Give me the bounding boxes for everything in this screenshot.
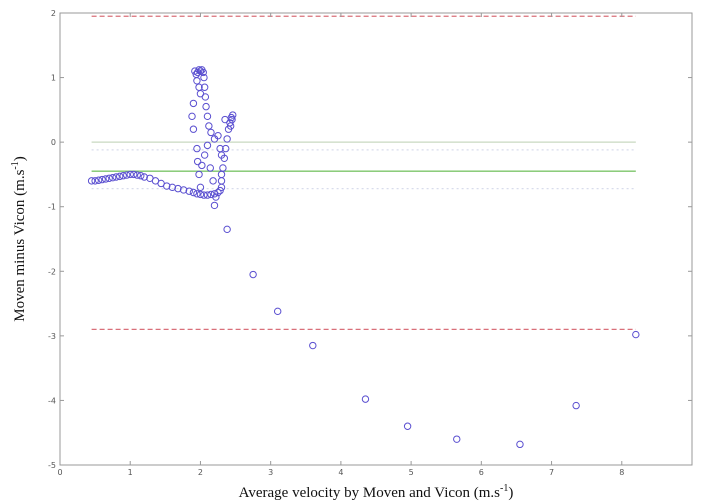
data-point (361, 395, 370, 403)
data-point (119, 172, 127, 180)
data-point (168, 183, 177, 192)
y-axis-title-main: Moven minus Vicon (m.s (12, 169, 28, 321)
data-point (163, 182, 171, 190)
data-point (223, 225, 231, 234)
data-point (115, 172, 124, 181)
x-tick-label: 2 (198, 468, 203, 477)
data-point (87, 177, 96, 185)
data-point (209, 177, 217, 185)
data-point (98, 175, 106, 184)
y-tick-label: -5 (48, 461, 56, 470)
data-point (200, 73, 208, 82)
data-point (210, 135, 219, 143)
data-point (203, 112, 212, 121)
data-point (216, 144, 224, 153)
data-point (221, 115, 229, 124)
data-point (196, 190, 205, 199)
data-point (200, 83, 209, 91)
data-point (105, 174, 113, 183)
data-point (91, 177, 99, 185)
y-tick-label: 1 (51, 74, 56, 83)
data-point (101, 175, 110, 183)
data-point (203, 191, 212, 199)
data-point (200, 191, 208, 199)
x-axis-title-superscript: -1 (500, 483, 508, 494)
data-point (206, 164, 214, 172)
x-tick-label: 4 (338, 468, 343, 477)
y-tick-label: 0 (51, 138, 56, 147)
data-point (112, 173, 120, 181)
data-point (212, 193, 220, 201)
data-point (193, 190, 201, 198)
data-point (249, 270, 257, 279)
data-point (188, 112, 196, 121)
data-point (130, 170, 138, 179)
data-point (223, 135, 231, 143)
data-point (140, 173, 148, 181)
data-point (191, 67, 199, 75)
y-axis-title-superscript: -1 (10, 161, 21, 169)
data-point (189, 125, 198, 133)
data-point (200, 151, 209, 159)
data-point (309, 341, 317, 350)
data-point (196, 183, 205, 192)
data-point (174, 184, 182, 193)
y-axis-title-end: ) (12, 156, 28, 161)
data-point (229, 111, 237, 119)
data-point (137, 172, 145, 180)
x-tick-label: 3 (268, 468, 273, 477)
data-point (195, 170, 203, 179)
data-point (632, 330, 640, 339)
data-point (185, 187, 193, 195)
x-tick-label: 7 (549, 468, 554, 477)
data-point (193, 77, 201, 85)
data-point (453, 435, 461, 443)
data-point (207, 128, 215, 137)
data-point (203, 141, 212, 150)
y-tick-label: -3 (48, 332, 56, 341)
data-point (273, 307, 282, 316)
x-axis-title-end: ) (508, 485, 513, 501)
data-point (214, 188, 222, 197)
x-tick-label: 6 (479, 468, 484, 477)
data-point (572, 401, 580, 410)
data-point (123, 171, 131, 179)
data-point (189, 188, 198, 197)
data-point (516, 440, 524, 449)
data-point (108, 173, 117, 182)
data-point (210, 201, 219, 210)
data-point (198, 161, 206, 170)
data-point (126, 170, 134, 179)
data-point (219, 164, 227, 172)
plot-frame (59, 12, 693, 466)
data-point (226, 122, 235, 130)
data-point (179, 186, 188, 194)
x-tick-label: 1 (128, 468, 133, 477)
y-tick-label: -4 (48, 396, 56, 405)
data-point (193, 157, 202, 166)
x-tick-label: 8 (619, 468, 624, 477)
data-point (193, 144, 201, 153)
y-tick-label: -1 (48, 203, 56, 212)
data-point (196, 90, 205, 98)
x-tick-label: 0 (57, 468, 62, 477)
y-axis-title: Moven minus Vicon (m.s-1) (10, 156, 28, 322)
x-axis-title-main: Average velocity by Moven and Vicon (m.s (239, 485, 501, 501)
data-point (205, 122, 213, 130)
data-point (202, 102, 210, 111)
x-axis-title: Average velocity by Moven and Vicon (m.s… (239, 483, 514, 501)
data-point (133, 171, 141, 179)
y-tick-label: 2 (51, 9, 56, 18)
x-tick-label: 5 (409, 468, 414, 477)
data-point (189, 99, 198, 108)
data-point (94, 176, 103, 184)
y-tick-label: -2 (48, 267, 56, 276)
data-point (222, 144, 230, 153)
data-point (403, 422, 412, 430)
